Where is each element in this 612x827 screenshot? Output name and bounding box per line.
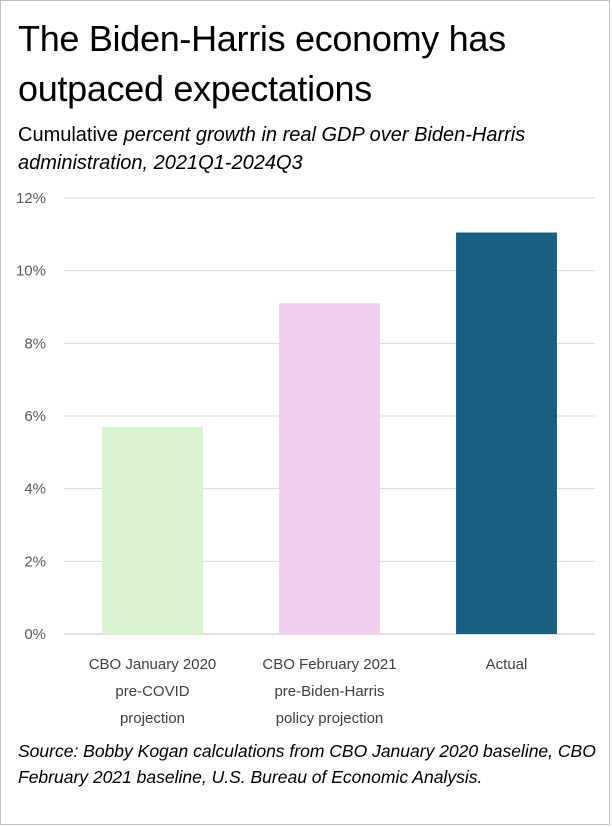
subtitle-italic: percent growth in real GDP over Biden-Ha… <box>18 124 526 174</box>
subtitle-lead: Cumulative <box>18 124 124 146</box>
source-note: Source: Bobby Kogan calculations from CB… <box>18 741 596 787</box>
chart-title: The Biden-Harris economy has outpaced ex… <box>18 18 506 109</box>
x-category-label: policy projection <box>276 710 384 727</box>
bar <box>102 426 203 634</box>
y-tick-label: 8% <box>24 335 46 352</box>
y-tick-label: 2% <box>24 553 46 570</box>
x-category-label: CBO February 2021 <box>262 656 396 673</box>
bar <box>456 232 557 634</box>
y-tick-label: 10% <box>16 263 46 280</box>
chart-subtitle: Cumulative percent growth in real GDP ov… <box>18 121 603 177</box>
x-category-label: Actual <box>486 656 528 673</box>
x-category-label: pre-Biden-Harris <box>274 683 384 700</box>
x-category-label: pre-COVID <box>115 683 189 700</box>
x-category-label: CBO January 2020 <box>89 656 217 673</box>
y-tick-label: 12% <box>16 190 46 207</box>
y-tick-label: 0% <box>24 626 46 643</box>
bar-chart: 0% 2% 4% 6% 8% 10% 12% CBO January 2020 pre-COVI… <box>16 190 595 727</box>
y-tick-label: 4% <box>24 481 46 498</box>
x-category-label: projection <box>120 710 185 727</box>
y-tick-label: 6% <box>24 408 46 425</box>
bar <box>279 303 380 634</box>
